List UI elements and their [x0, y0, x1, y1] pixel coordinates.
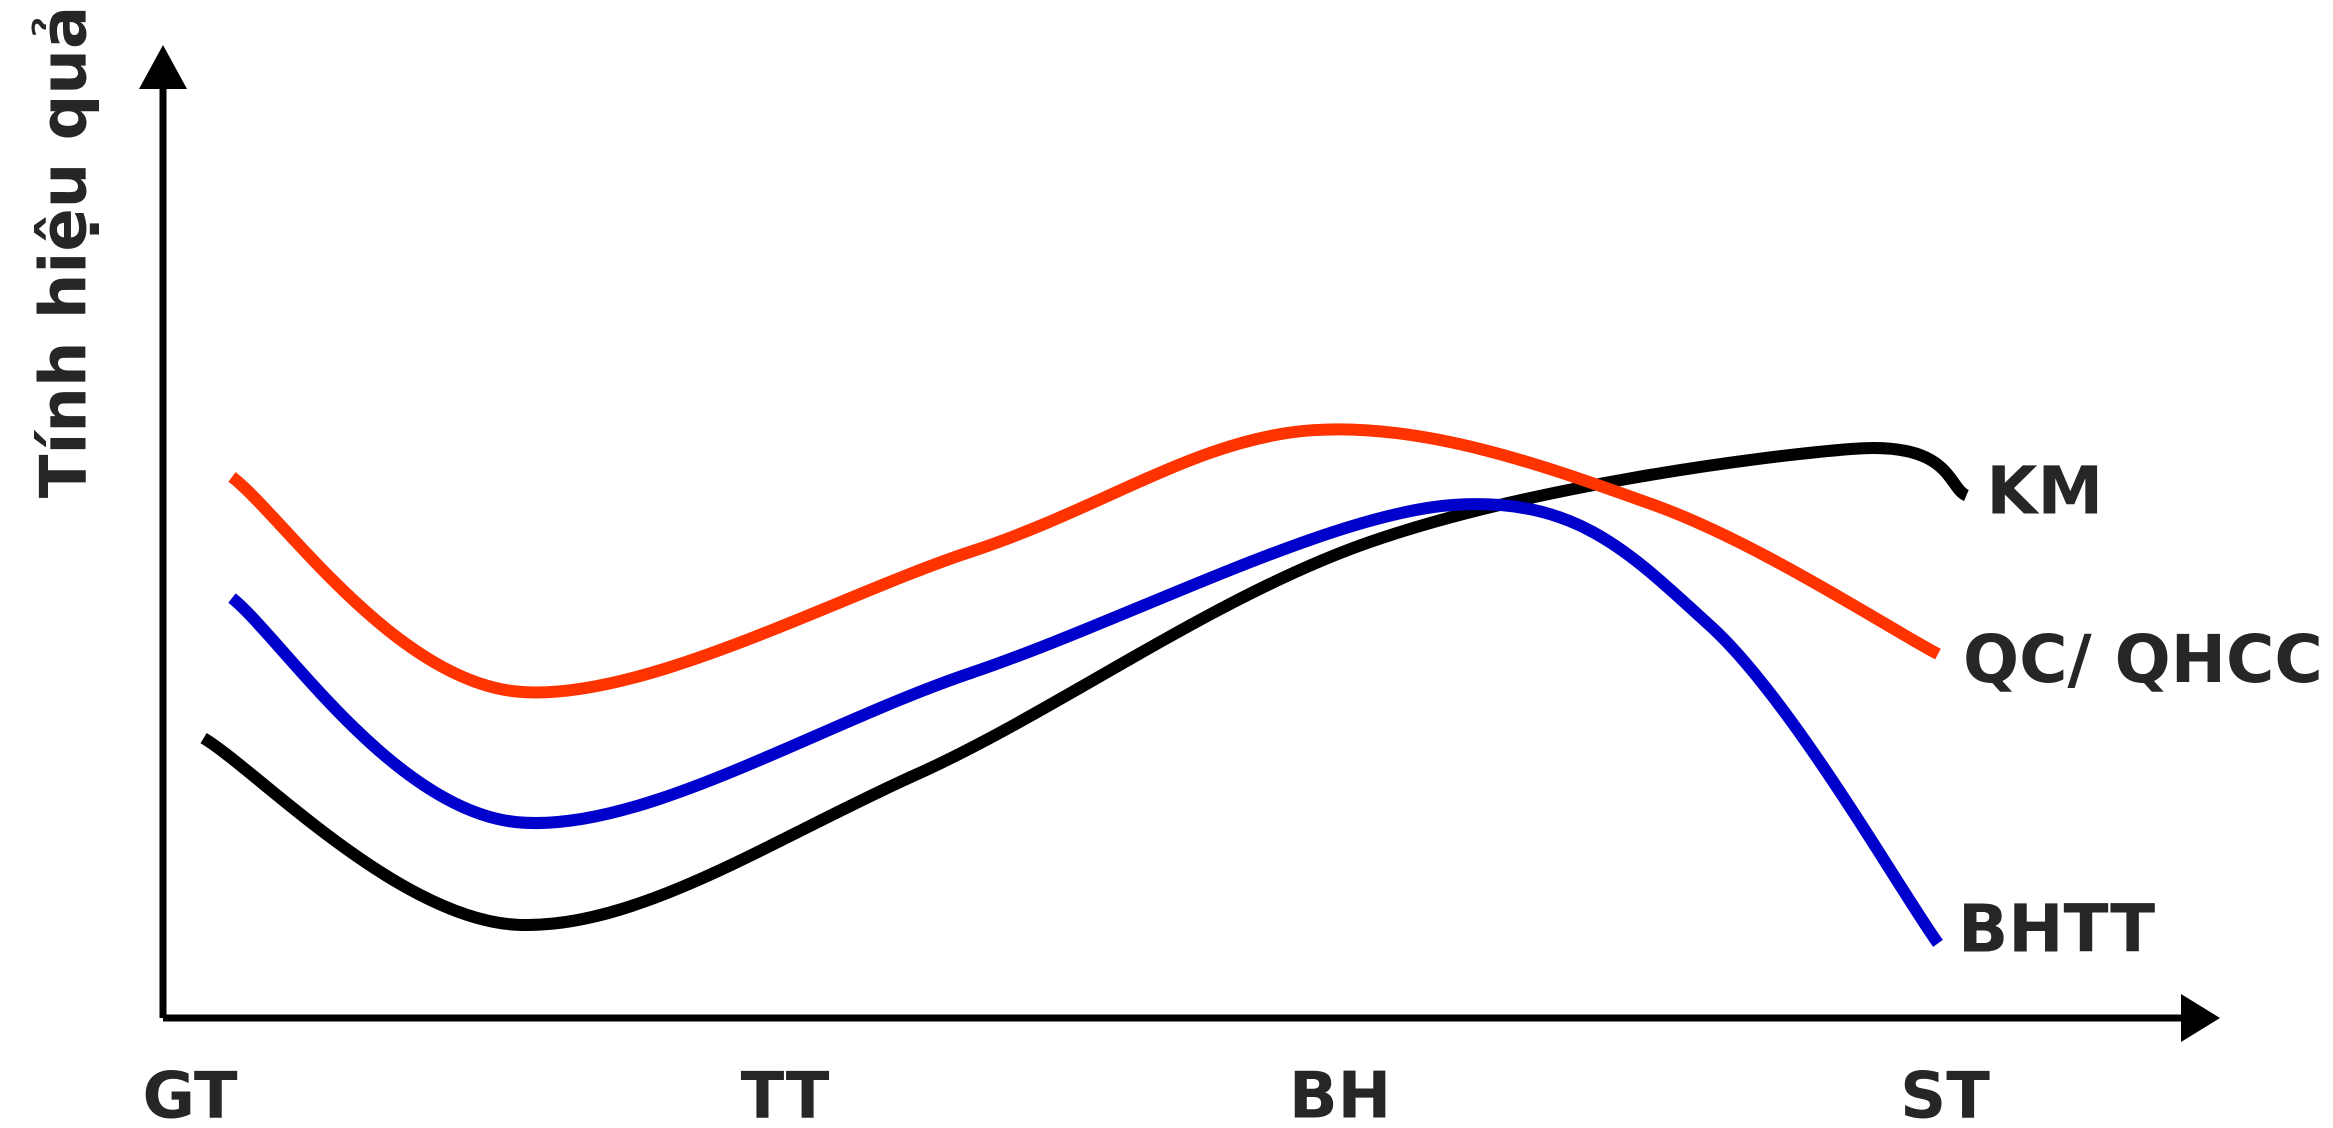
series-label-km: KM	[1986, 453, 2103, 530]
x-tick-labels: GT TT BH ST	[142, 1060, 1990, 1128]
x-axis-arrow	[2181, 994, 2220, 1042]
x-tick-label-gt: GT	[142, 1060, 237, 1128]
series-line-qc-qhcc	[228, 423, 1941, 699]
y-axis-title: Tính hiệu quả	[28, 6, 102, 498]
series-line-bhtt	[228, 498, 1943, 947]
series-layer	[200, 423, 1970, 947]
y-axis-arrow	[139, 45, 187, 89]
x-tick-label-tt: TT	[741, 1060, 830, 1128]
series-line-km	[200, 442, 1970, 931]
series-label-qc-qhcc: QC/ QHCC	[1963, 621, 2323, 698]
x-tick-label-st: ST	[1900, 1060, 1990, 1128]
x-tick-label-bh: BH	[1289, 1060, 1391, 1128]
series-label-bhtt: BHTT	[1958, 890, 2155, 967]
series-labels: KM QC/ QHCC BHTT	[1958, 453, 2323, 968]
